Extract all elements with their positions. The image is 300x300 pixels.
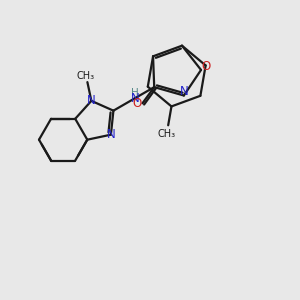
Text: CH₃: CH₃ (158, 129, 176, 139)
Text: N: N (87, 94, 96, 107)
Text: H: H (131, 88, 139, 98)
Text: O: O (202, 61, 211, 74)
Text: N: N (179, 85, 188, 98)
Text: O: O (133, 97, 142, 110)
Text: N: N (131, 92, 140, 105)
Text: N: N (106, 128, 115, 141)
Text: CH₃: CH₃ (77, 71, 95, 81)
